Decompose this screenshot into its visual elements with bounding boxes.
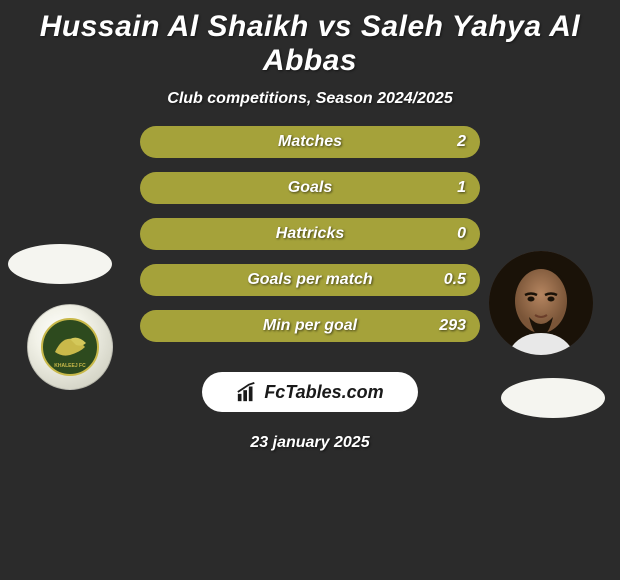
subtitle: Club competitions, Season 2024/2025	[0, 84, 620, 126]
page-title: Hussain Al Shaikh vs Saleh Yahya Al Abba…	[0, 0, 620, 84]
stat-bar: Goals per match 0.5	[140, 264, 480, 296]
stat-label: Matches	[278, 133, 342, 151]
player-right-placeholder-bottom	[501, 378, 605, 418]
brand-text: FcTables.com	[264, 382, 383, 403]
stat-label: Hattricks	[276, 225, 344, 243]
stat-value: 1	[457, 179, 466, 197]
stat-bar: Hattricks 0	[140, 218, 480, 250]
stat-value: 2	[457, 133, 466, 151]
player-right-photo	[489, 251, 593, 355]
svg-text:KHALEEJ FC: KHALEEJ FC	[54, 363, 86, 369]
comparison-content: KHALEEJ FC Matches2Goals1Hattricks0Goals…	[0, 126, 620, 342]
stat-value: 0	[457, 225, 466, 243]
stat-bar: Min per goal 293	[140, 310, 480, 342]
stat-bars: Matches 2 Goals 1 Hattricks 0 Goals per match 0…	[140, 126, 480, 342]
stat-value: 293	[439, 317, 466, 335]
date-label: 23 january 2025	[0, 434, 620, 452]
stat-value: 0.5	[444, 271, 466, 289]
stat-label: Goals	[288, 179, 332, 197]
stat-bar: Goals 1	[140, 172, 480, 204]
stat-bar: Matches 2	[140, 126, 480, 158]
brand-logo: FcTables.com	[202, 372, 418, 412]
player-left-placeholder-top	[8, 244, 112, 284]
chart-icon	[236, 381, 258, 403]
club-badge-icon: KHALEEJ FC	[40, 317, 100, 377]
stat-label: Min per goal	[263, 317, 357, 335]
stat-label: Goals per match	[247, 271, 372, 289]
